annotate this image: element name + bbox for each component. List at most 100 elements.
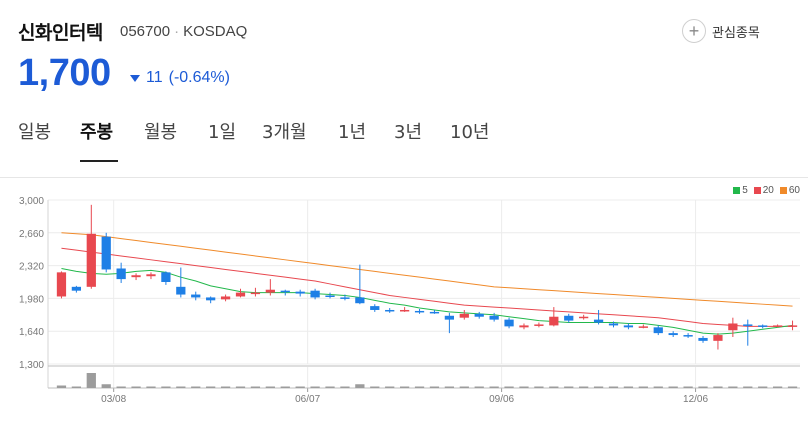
volume-bar (459, 386, 469, 388)
add-watchlist-button[interactable]: + 관심종목 (682, 18, 760, 44)
candle-body (683, 335, 693, 337)
volume-bar (668, 386, 678, 388)
down-triangle-icon (130, 75, 140, 82)
legend-swatch-ma5 (733, 187, 741, 194)
candlestick-chart[interactable]: 3,000 2,660 2,320 1,980 1,640 1,300 03/08 06/07… (0, 178, 808, 441)
tab-daily[interactable]: 일봉 (18, 122, 52, 143)
divider (0, 177, 808, 178)
volume-bar (86, 373, 96, 388)
legend-swatch-ma60 (779, 187, 787, 194)
volume-bar (414, 386, 425, 388)
candle-body (399, 309, 410, 312)
stock-meta: 056700 · KOSDAQ (120, 23, 247, 40)
y-tick-label: 2,660 (19, 229, 44, 240)
candle-body (56, 272, 67, 297)
volume-bar (772, 386, 783, 388)
stock-market: KOSDAQ (183, 23, 248, 40)
stock-header: 신화인터텍 056700 · KOSDAQ (18, 14, 808, 50)
tab-3month[interactable]: 3개월 (262, 122, 307, 143)
x-tick-label: 09/06 (489, 394, 514, 405)
volume-bar (176, 386, 186, 388)
candle-body (519, 325, 529, 328)
candle-body (758, 325, 768, 327)
volume-bar (250, 386, 261, 388)
volume-bar (220, 386, 231, 388)
tab-weekly[interactable]: 주봉 (80, 122, 114, 143)
volume-bar (355, 384, 365, 388)
ma60-line (61, 232, 793, 307)
volume-bar (698, 386, 708, 388)
candle-body (176, 286, 186, 295)
chart-legend: 5 20 60 (733, 185, 800, 196)
separator-dot: · (174, 23, 180, 40)
volume-bar (489, 386, 499, 388)
stock-code: 056700 (120, 23, 171, 40)
x-tick-label: 12/06 (683, 394, 708, 405)
volume-bar (683, 386, 693, 388)
volume-bar (444, 386, 455, 388)
volume-bar (504, 386, 514, 388)
y-tick-label: 3,000 (19, 196, 44, 207)
volume-bar (295, 386, 305, 388)
volume-bar (579, 386, 589, 388)
volume-bar (235, 386, 246, 388)
change-value: 11 (146, 69, 163, 86)
candle-body (429, 311, 440, 314)
volume-bar (623, 386, 634, 388)
y-tick-label: 1,300 (19, 360, 44, 371)
candle-body (310, 290, 320, 298)
price-change: 11 (-0.64%) (130, 69, 230, 87)
watchlist-label: 관심종목 (712, 25, 760, 41)
legend-ma60: 60 (779, 185, 800, 196)
volume-bar (146, 386, 156, 388)
candle-body (504, 319, 514, 327)
candle-body (355, 297, 365, 304)
ma5-line (61, 268, 793, 335)
volume-bar (653, 386, 663, 388)
volume-bar (206, 386, 216, 388)
candle-body (653, 327, 663, 334)
volume-bar (131, 386, 141, 388)
stock-name: 신화인터텍 (18, 22, 103, 44)
tab-1year[interactable]: 1년 (338, 122, 367, 143)
volume-bar (743, 386, 753, 388)
candle-body (161, 272, 171, 282)
volume-bar (564, 386, 574, 388)
volume-bar (713, 386, 723, 388)
legend-label-ma5: 5 (742, 185, 748, 196)
legend-ma5: 5 (733, 185, 748, 196)
volume-bar (638, 386, 648, 388)
candle-body (474, 313, 484, 317)
volume-bar (728, 386, 738, 388)
candle-body (146, 274, 156, 277)
legend-label-ma60: 60 (788, 185, 800, 196)
candle-body (116, 268, 126, 280)
candle-body (743, 324, 753, 326)
tab-monthly[interactable]: 월봉 (144, 122, 178, 143)
legend-label-ma20: 20 (762, 185, 774, 196)
candle-body (340, 297, 350, 299)
volume-bar (370, 386, 380, 388)
y-tick-label: 2,320 (19, 262, 44, 273)
candle-body (250, 292, 261, 295)
tab-1day[interactable]: 1일 (208, 122, 237, 143)
candle-body (549, 316, 559, 326)
ma20-line (61, 247, 793, 327)
tab-10year[interactable]: 10년 (450, 122, 490, 143)
candle-body (713, 335, 723, 341)
candle-body (220, 296, 231, 300)
volume-bar (71, 386, 82, 388)
candle-body (101, 236, 111, 270)
candle-body (206, 297, 216, 301)
candle-body (385, 309, 395, 312)
candle-body (668, 333, 678, 336)
candle-body (131, 275, 141, 278)
volume-bar (310, 386, 320, 388)
tab-3year[interactable]: 3년 (394, 122, 423, 143)
x-tick-label: 06/07 (295, 394, 320, 405)
plus-icon: + (682, 19, 706, 43)
volume-bar (399, 386, 410, 388)
volume-bar (101, 384, 111, 388)
candle-body (623, 325, 634, 328)
candle-body (414, 310, 425, 313)
